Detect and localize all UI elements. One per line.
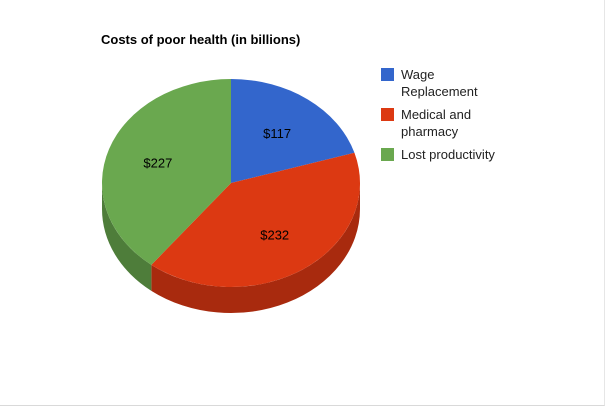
legend-label-2: Lost productivity <box>401 147 495 162</box>
legend-label-0: Wage Replacement <box>401 67 478 99</box>
pie-slice-2 <box>102 79 231 265</box>
legend-label-1: Medical and pharmacy <box>401 107 471 139</box>
chart-title: Costs of poor health (in billions) <box>101 32 300 47</box>
pie-side-2 <box>102 183 152 291</box>
data-label-2: $227 <box>143 156 172 171</box>
pie-side-1 <box>151 183 360 314</box>
data-label-1: $232 <box>260 228 289 243</box>
legend-swatch-2 <box>381 148 394 161</box>
legend: Wage Replacement Medical and pharmacy Lost p… <box>381 67 495 162</box>
pie-slices <box>102 79 360 287</box>
legend-swatch-0 <box>381 68 394 81</box>
pie-chart-svg: Costs of poor health (in billions) $117$… <box>101 32 495 314</box>
pie-slice-0 <box>231 79 355 183</box>
legend-item-2: Lost productivity <box>381 147 495 162</box>
legend-item-1: Medical and pharmacy <box>381 107 471 139</box>
legend-item-0: Wage Replacement <box>381 67 478 99</box>
data-label-0: $117 <box>263 126 291 141</box>
pie-slice-1 <box>151 152 360 287</box>
data-labels: $117 $232 $227 <box>143 126 291 243</box>
pie-sides <box>102 183 360 314</box>
legend-swatch-1 <box>381 108 394 121</box>
